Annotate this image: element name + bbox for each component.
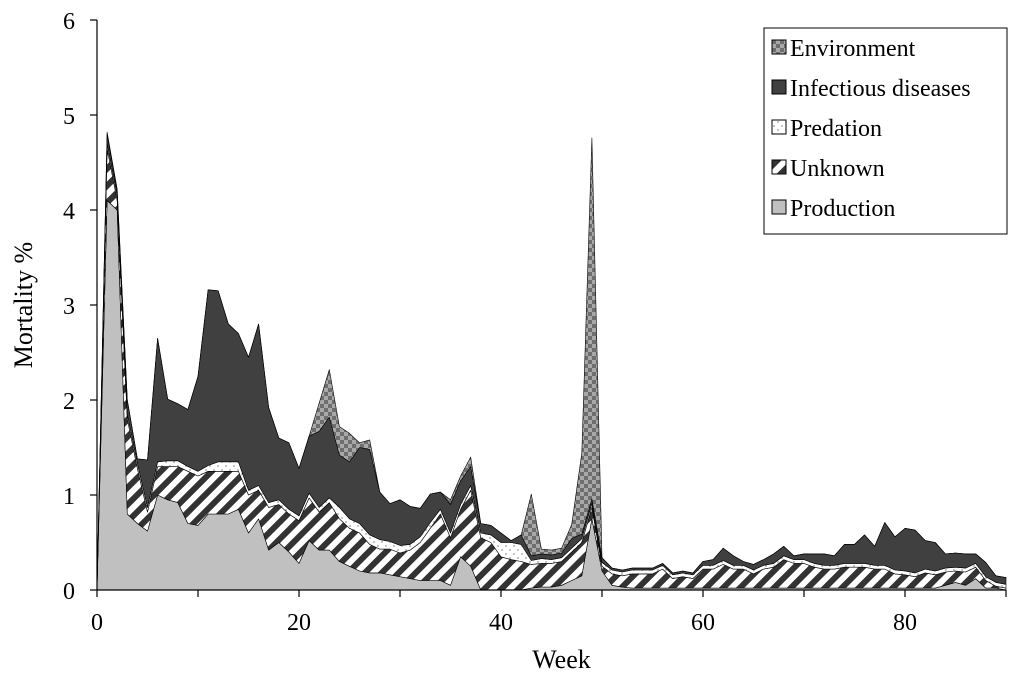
legend-label-infectious-diseases: Infectious diseases: [790, 76, 971, 102]
legend-swatch-unknown: [771, 159, 787, 175]
x-tick-label: 60: [691, 610, 715, 636]
legend-swatch-predation: [771, 119, 787, 135]
y-axis-title: Mortality %: [9, 242, 38, 368]
legend: Environment Infectious diseases Predation U…: [763, 27, 1008, 235]
legend-box: [763, 27, 1008, 235]
y-tick-label: 0: [63, 579, 75, 605]
area-environment: [96, 131, 1007, 591]
x-tick-label: 0: [91, 610, 103, 636]
x-tick-label: 80: [893, 610, 917, 636]
legend-swatch-production: [771, 199, 787, 215]
legend-label-production: Production: [790, 196, 895, 222]
x-tick-label: 20: [287, 610, 311, 636]
y-tick-label: 4: [63, 199, 75, 225]
y-tick-label: 5: [63, 104, 75, 130]
x-tick-label: 40: [489, 610, 513, 636]
y-tick-label: 3: [63, 294, 75, 320]
legend-label-environment: Environment: [790, 36, 916, 62]
legend-swatch-infectious-diseases: [771, 79, 787, 95]
y-tick-label: 6: [63, 9, 75, 35]
y-tick-label: 2: [63, 389, 75, 415]
y-tick-label: 1: [63, 484, 75, 510]
x-axis-title: Week: [532, 645, 591, 674]
legend-swatch-environment: [771, 39, 787, 55]
legend-label-predation: Predation: [790, 116, 882, 142]
legend-label-unknown: Unknown: [790, 156, 885, 182]
